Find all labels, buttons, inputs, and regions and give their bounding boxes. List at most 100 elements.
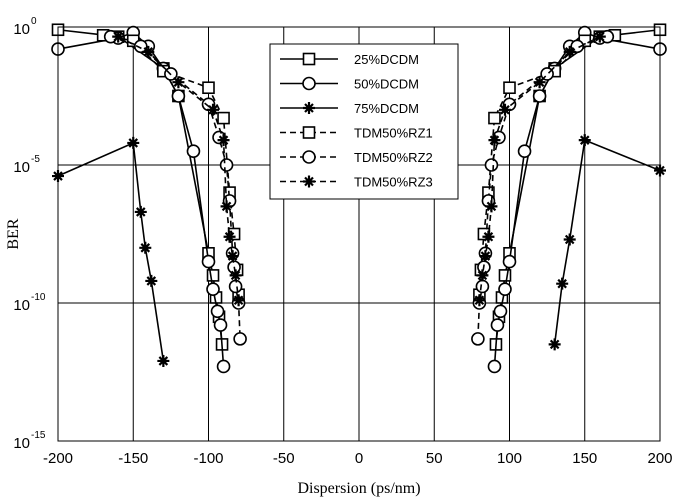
legend-marker — [302, 52, 316, 66]
legend-marker — [302, 76, 316, 91]
legend-item: TDM50%RZ2 — [280, 150, 433, 165]
data-point — [487, 359, 502, 374]
data-point — [517, 144, 532, 158]
data-point — [475, 279, 490, 294]
data-point — [127, 136, 140, 149]
x-tick-label: -100 — [193, 450, 223, 467]
x-tick-label: 200 — [647, 450, 672, 467]
data-point — [219, 158, 234, 172]
data-point — [482, 230, 495, 243]
data-point — [563, 45, 576, 58]
y-axis-title: BER — [5, 218, 22, 249]
data-point — [171, 89, 186, 103]
data-point — [220, 200, 233, 213]
legend-marker — [303, 175, 315, 188]
legend-marker — [302, 150, 316, 164]
data-point — [476, 269, 489, 282]
x-tick-label: 0 — [355, 450, 363, 467]
data-point — [226, 250, 239, 263]
data-point — [488, 134, 501, 147]
data-point — [578, 134, 591, 147]
data-point — [563, 233, 576, 246]
data-point — [210, 304, 225, 319]
data-point — [157, 354, 170, 367]
x-tick-label: -50 — [273, 450, 295, 467]
data-point — [498, 103, 511, 116]
legend-label: 75%DCDM — [354, 101, 419, 116]
legend-label: TDM50%RZ1 — [354, 126, 433, 141]
data-point — [217, 134, 230, 147]
x-axis-title: Dispersion (ps/nm) — [297, 480, 420, 497]
data-point — [112, 30, 125, 43]
y-tick-label-exponent: -5 — [31, 154, 40, 165]
data-point — [593, 30, 606, 43]
plot-frame — [57, 26, 661, 442]
y-tick-label-base: 10 — [13, 297, 30, 314]
data-point — [232, 294, 245, 307]
y-tick-label-base: 10 — [13, 21, 30, 38]
legend-item: TDM50%RZ3 — [280, 175, 433, 190]
y-tick-label-exponent: -15 — [31, 430, 46, 441]
legend: 25%DCDM 50%DCDM 75%DCDM TDM50%RZ1 TDM50%RZ2 T… — [269, 43, 459, 200]
data-point — [172, 76, 185, 89]
data-point — [498, 269, 512, 282]
data-point — [145, 274, 158, 287]
data-point — [471, 332, 485, 346]
data-point — [207, 103, 220, 116]
data-point — [142, 45, 155, 58]
data-point — [223, 230, 236, 243]
legend-item: 25%DCDM — [280, 52, 419, 67]
series-line-right — [478, 35, 601, 301]
data-point — [216, 359, 231, 374]
legend-item: TDM50%RZ1 — [280, 126, 433, 141]
y-tick-label-base: 10 — [13, 435, 30, 452]
data-point — [498, 282, 512, 297]
data-point — [133, 39, 148, 54]
data-point — [548, 338, 561, 351]
data-point — [186, 144, 201, 158]
data-point — [213, 318, 228, 332]
data-point — [233, 332, 247, 346]
data-point — [488, 111, 501, 125]
series-line-left — [110, 35, 241, 339]
data-point — [556, 277, 569, 290]
data-point — [139, 241, 152, 254]
legend-item: 50%DCDM — [280, 77, 419, 92]
data-point — [229, 269, 242, 282]
data-point — [473, 294, 486, 307]
data-point — [206, 282, 220, 297]
x-tick-label: 50 — [426, 450, 443, 467]
data-point — [503, 81, 516, 95]
data-point — [493, 304, 508, 319]
x-tick-label: -200 — [43, 450, 73, 467]
data-point — [228, 279, 243, 294]
data-point — [490, 318, 505, 332]
data-point — [202, 81, 215, 95]
data-point — [206, 269, 220, 282]
legend-label: TDM50%RZ2 — [354, 150, 433, 165]
series-line-left — [57, 141, 165, 362]
legend-marker — [302, 126, 316, 139]
legend-item: 75%DCDM — [280, 101, 419, 116]
x-tick-label: 150 — [572, 450, 597, 467]
legend-marker — [303, 102, 315, 114]
y-tick-label-exponent: 0 — [31, 16, 37, 27]
data-point — [134, 205, 147, 218]
data-point — [532, 89, 547, 103]
series-line-left — [117, 35, 240, 301]
data-point — [479, 250, 492, 263]
series-6 — [112, 30, 606, 307]
x-tick-label: 100 — [497, 450, 522, 467]
x-tick-label: -150 — [118, 450, 148, 467]
legend-label: TDM50%RZ3 — [354, 175, 433, 190]
data-point — [201, 254, 216, 269]
legend-label: 50%DCDM — [354, 77, 419, 92]
legend-box — [269, 43, 459, 200]
y-tick-label-base: 10 — [13, 159, 30, 176]
data-point — [502, 254, 517, 269]
legend-label: 25%DCDM — [354, 52, 419, 67]
data-point — [484, 158, 499, 172]
data-point — [533, 76, 546, 89]
